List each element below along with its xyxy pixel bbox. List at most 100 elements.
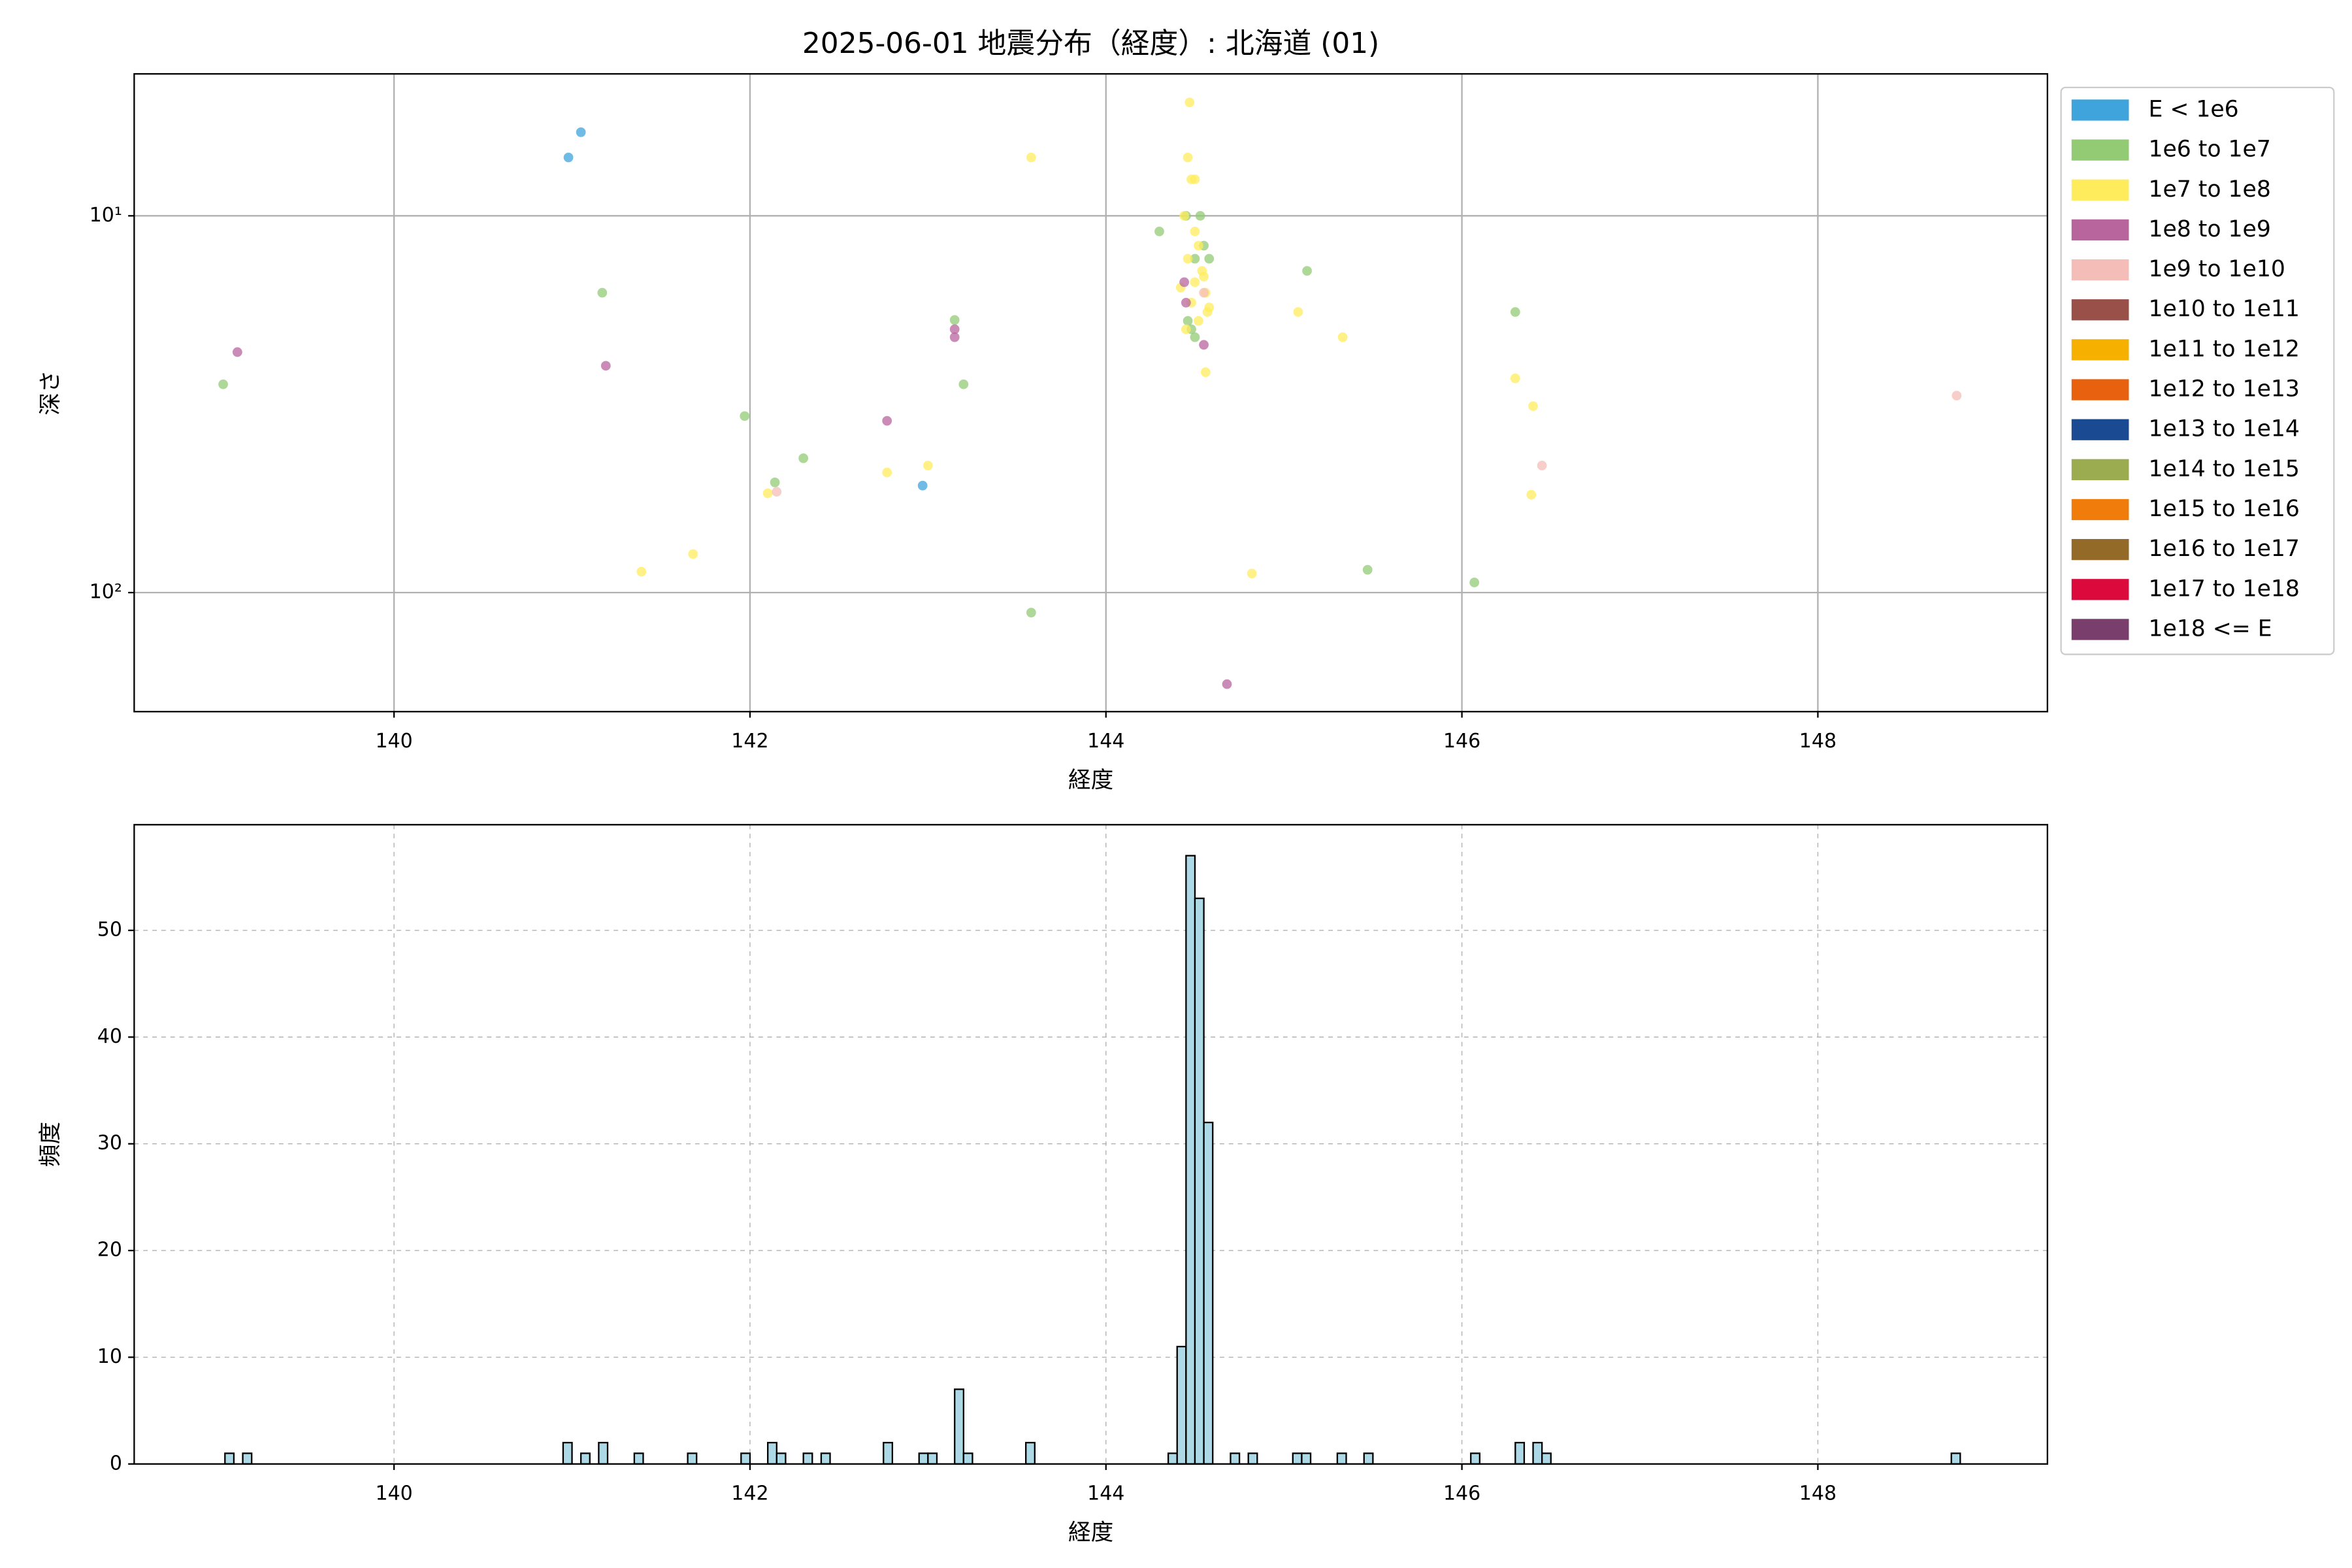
legend-swatch [2071,259,2129,281]
x-tick-label: 140 [375,730,412,753]
point [772,487,782,497]
point [1199,272,1209,282]
point [1154,226,1164,237]
bar [1025,1441,1036,1465]
point [923,461,933,470]
bar [1292,1452,1303,1465]
bar [1203,1121,1214,1465]
bar [740,1452,751,1465]
point [1337,332,1348,342]
bar [242,1452,253,1465]
legend-swatch [2071,619,2129,640]
point [1183,152,1193,163]
legend-swatch [2071,539,2129,561]
y-tick-label: 10¹ [90,204,122,227]
bar [1176,1345,1187,1465]
bar [954,1388,964,1465]
point [1200,367,1211,378]
legend-swatch [2071,139,2129,161]
legend-label: 1e12 to 1e13 [2148,376,2299,402]
bar [1541,1452,1552,1465]
plot-area [134,825,2048,1464]
point [636,566,647,577]
legend-box [2060,86,2335,655]
point [1190,277,1200,287]
point [949,315,960,325]
point [1469,578,1480,587]
point [1510,307,1520,317]
y-tick-label: 0 [110,1452,122,1475]
y-tick-label: 20 [97,1239,122,1262]
legend-swatch [2071,498,2129,521]
legend-label: 1e14 to 1e15 [2148,456,2299,482]
y-tick-label: 40 [97,1025,122,1048]
bar [1167,1452,1178,1465]
x-tick-label: 148 [1799,730,1837,753]
point [740,411,750,421]
legend-swatch [2071,579,2129,600]
point [1510,373,1520,384]
chart-title: 2025-06-01 地震分布（経度）: 北海道 (01) [802,27,1379,60]
point [1026,152,1036,163]
legend-swatch [2071,219,2129,241]
legend-label: 1e15 to 1e16 [2148,496,2299,522]
legend-label: E < 1e6 [2148,96,2238,122]
point [1026,608,1036,618]
y-tick-label: 10² [90,581,122,604]
point [688,549,698,559]
y-tick-label: 10 [97,1345,122,1368]
legend-swatch [2071,339,2129,361]
bar [598,1441,609,1465]
bar [883,1441,894,1465]
point [1181,324,1191,335]
point [1526,489,1537,500]
bar [562,1441,573,1465]
bar [820,1452,831,1465]
legend-swatch [2071,299,2129,321]
y-axis-label: 頻度 [37,1122,63,1167]
legend-label: 1e10 to 1e11 [2148,296,2299,322]
point [576,127,586,137]
point [1190,226,1200,237]
y-tick-label: 50 [97,919,122,941]
point [1179,210,1190,221]
x-tick-label: 146 [1443,730,1480,753]
bar [776,1452,787,1465]
y-tick-label: 30 [97,1132,122,1154]
bar [1301,1452,1312,1465]
point [600,361,611,371]
point [1222,679,1232,689]
legend-label: 1e8 to 1e9 [2148,216,2270,242]
x-tick-label: 144 [1087,1482,1124,1505]
legend-label: 1e9 to 1e10 [2148,256,2285,282]
bar [224,1452,235,1465]
legend-swatch [2071,459,2129,480]
bar [580,1452,591,1465]
point [882,467,892,478]
legend-label: 1e13 to 1e14 [2148,416,2299,442]
point [1183,316,1193,326]
bar [1470,1452,1480,1465]
point [949,324,960,335]
point [762,488,773,498]
point [597,287,608,298]
plot-frame [133,824,2048,1465]
legend-swatch [2071,99,2129,121]
bar [1363,1452,1374,1465]
point [1199,287,1209,298]
point [1204,302,1215,312]
legend-swatch [2071,179,2129,201]
bar [633,1452,644,1465]
point [1199,340,1209,350]
point [218,379,228,389]
point [1204,253,1215,264]
point [958,379,969,389]
plot-area [134,74,2048,712]
bar [1247,1452,1258,1465]
bar [1514,1441,1526,1465]
bar [1336,1452,1347,1465]
legend-label: 1e16 to 1e17 [2148,536,2299,562]
x-axis-label: 経度 [1068,767,1113,793]
bar [1950,1452,1961,1465]
